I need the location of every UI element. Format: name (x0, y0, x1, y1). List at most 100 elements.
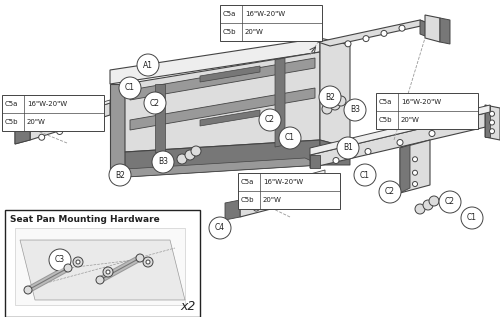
Polygon shape (320, 140, 350, 165)
Circle shape (330, 100, 340, 110)
Circle shape (103, 267, 113, 277)
Polygon shape (125, 52, 320, 152)
Text: C3: C3 (55, 256, 65, 264)
Text: C5a: C5a (5, 101, 18, 107)
Circle shape (344, 99, 366, 121)
Text: 16"W-20"W: 16"W-20"W (263, 179, 303, 185)
Text: C2: C2 (150, 99, 160, 107)
Bar (2, 95, 104, 131)
Circle shape (56, 128, 62, 134)
Circle shape (322, 104, 332, 114)
Polygon shape (310, 105, 490, 155)
Polygon shape (485, 105, 500, 140)
Circle shape (73, 257, 83, 267)
Text: B1: B1 (343, 144, 353, 152)
Circle shape (490, 129, 494, 134)
Polygon shape (130, 88, 315, 130)
Circle shape (109, 164, 131, 186)
Text: C1: C1 (285, 133, 295, 143)
Circle shape (412, 182, 418, 186)
Circle shape (336, 96, 346, 106)
Bar (376, 93, 478, 129)
Circle shape (191, 146, 201, 156)
Text: x2: x2 (180, 300, 196, 313)
Text: B2: B2 (325, 93, 335, 101)
Circle shape (143, 257, 153, 267)
Polygon shape (225, 200, 240, 220)
Polygon shape (318, 20, 430, 46)
Text: C5b: C5b (379, 117, 392, 123)
Circle shape (106, 270, 110, 274)
Circle shape (354, 164, 376, 186)
Text: C1: C1 (360, 171, 370, 179)
Circle shape (379, 181, 401, 203)
Polygon shape (15, 124, 30, 144)
Polygon shape (110, 158, 320, 177)
Circle shape (38, 134, 44, 140)
Polygon shape (275, 58, 285, 147)
Text: 16"W-20"W: 16"W-20"W (401, 99, 441, 105)
Text: C1: C1 (467, 214, 477, 223)
Circle shape (429, 131, 435, 137)
Circle shape (146, 260, 150, 264)
Circle shape (279, 127, 301, 149)
Circle shape (319, 86, 341, 108)
Text: C5b: C5b (223, 29, 236, 35)
Polygon shape (200, 66, 260, 82)
Polygon shape (30, 100, 110, 128)
Text: C5a: C5a (223, 11, 236, 17)
Circle shape (365, 148, 371, 154)
Polygon shape (110, 38, 320, 84)
Polygon shape (310, 112, 490, 168)
Polygon shape (400, 145, 410, 193)
Text: B3: B3 (158, 158, 168, 166)
Circle shape (337, 137, 359, 159)
Polygon shape (420, 20, 430, 38)
Circle shape (490, 120, 494, 125)
Bar (220, 5, 322, 41)
Text: C4: C4 (215, 223, 225, 232)
Polygon shape (240, 170, 325, 200)
Text: Seat Pan Mounting Hardware: Seat Pan Mounting Hardware (10, 215, 160, 224)
Bar (5, 210, 200, 317)
Text: 16"W-20"W: 16"W-20"W (245, 11, 285, 17)
Circle shape (294, 187, 300, 193)
Text: 20"W: 20"W (401, 117, 420, 123)
Polygon shape (440, 18, 450, 44)
Polygon shape (15, 228, 185, 305)
Polygon shape (125, 140, 320, 177)
Polygon shape (15, 128, 30, 144)
Circle shape (423, 200, 433, 210)
Circle shape (185, 150, 195, 160)
Text: C5a: C5a (241, 179, 254, 185)
Circle shape (136, 254, 144, 262)
Text: 16"W-20"W: 16"W-20"W (27, 101, 67, 107)
Polygon shape (320, 38, 350, 148)
Polygon shape (110, 84, 125, 170)
Circle shape (412, 170, 418, 175)
Circle shape (259, 109, 281, 131)
Text: C1: C1 (125, 83, 135, 93)
Circle shape (24, 286, 32, 294)
Circle shape (209, 217, 231, 239)
Polygon shape (20, 240, 185, 300)
Text: 20"W: 20"W (27, 119, 46, 125)
Circle shape (49, 249, 71, 271)
Circle shape (363, 36, 369, 42)
Circle shape (490, 111, 494, 116)
Circle shape (415, 204, 425, 214)
Circle shape (137, 54, 159, 76)
Circle shape (412, 157, 418, 162)
Circle shape (94, 117, 100, 123)
Text: C5a: C5a (379, 99, 392, 105)
Polygon shape (485, 105, 490, 137)
Circle shape (399, 25, 405, 31)
Bar (238, 173, 340, 209)
Circle shape (439, 191, 461, 213)
Circle shape (76, 260, 80, 264)
Text: 20"W: 20"W (263, 197, 282, 203)
Text: B2: B2 (115, 171, 125, 179)
Text: C2: C2 (385, 187, 395, 197)
Polygon shape (240, 178, 325, 217)
Polygon shape (400, 140, 430, 193)
